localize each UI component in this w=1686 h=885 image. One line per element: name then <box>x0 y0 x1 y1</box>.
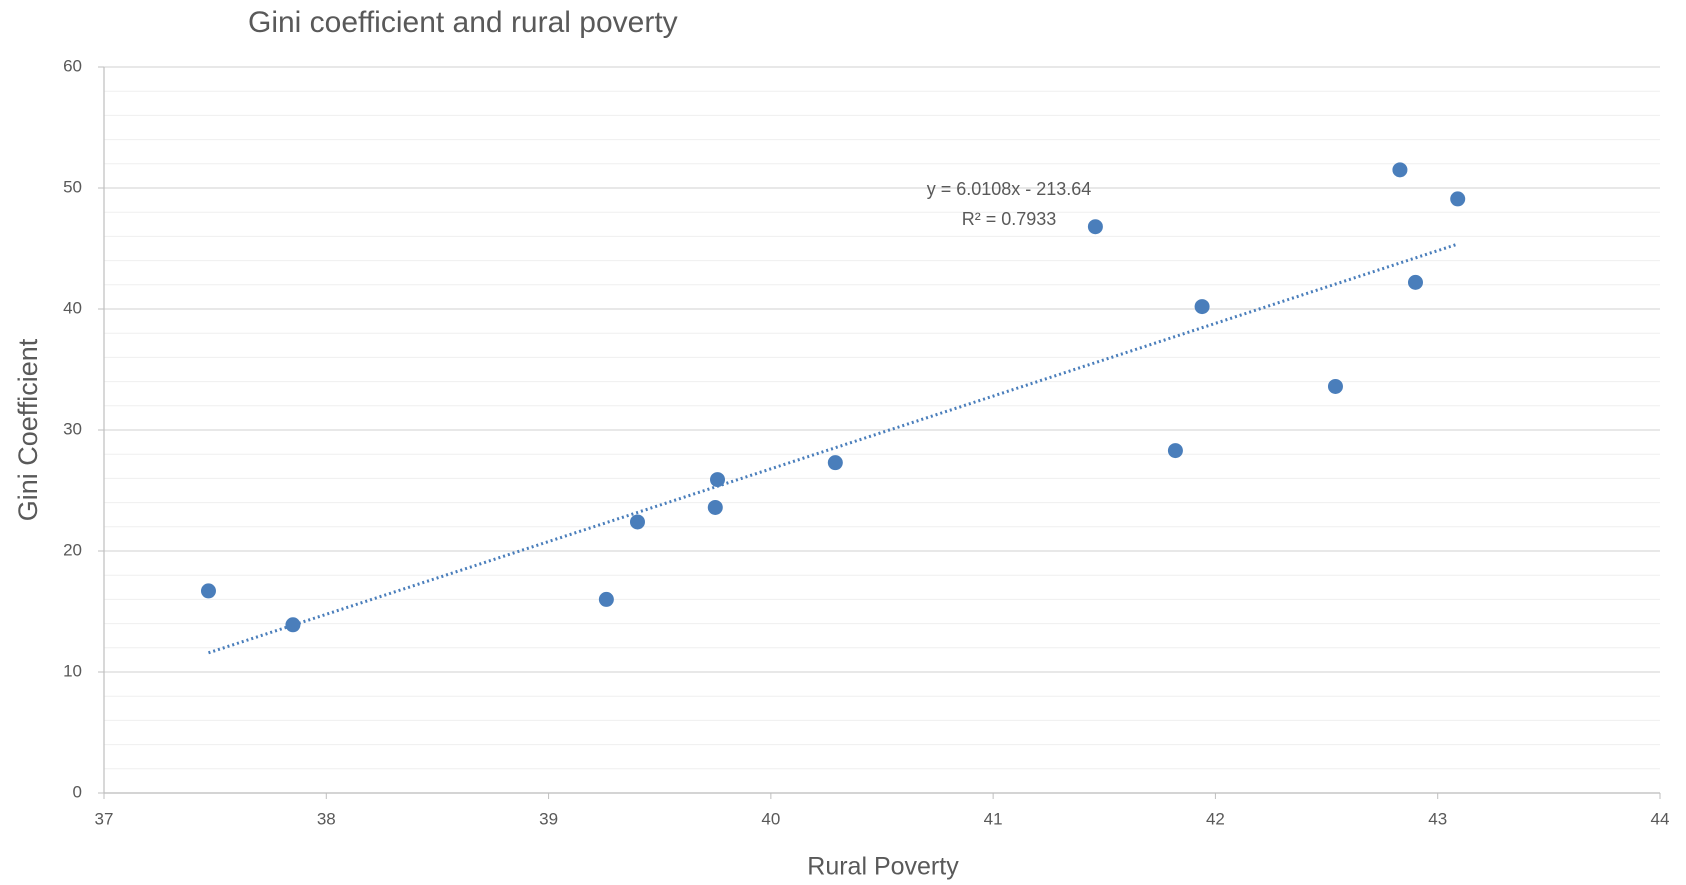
y-tick-label: 40 <box>63 298 82 317</box>
x-tick-label: 38 <box>317 809 336 828</box>
x-tick-label: 42 <box>1206 809 1225 828</box>
y-tick-label: 20 <box>63 540 82 559</box>
point <box>1167 443 1183 459</box>
y-axis-title: Gini Coefficient <box>13 338 43 521</box>
trendline-r2: R² = 0.7933 <box>962 209 1057 229</box>
chart-title: Gini coefficient and rural poverty <box>248 6 678 39</box>
y-tick-label: 10 <box>63 661 82 680</box>
y-tick-label: 30 <box>63 419 82 438</box>
point <box>200 583 216 599</box>
trendline <box>208 242 1459 655</box>
point <box>598 591 614 607</box>
y-tick-label: 0 <box>73 782 82 801</box>
point <box>710 472 726 488</box>
y-tick-label: 60 <box>63 56 82 75</box>
point <box>1087 219 1103 235</box>
point <box>1407 274 1423 290</box>
x-tick-label: 39 <box>539 809 558 828</box>
point <box>1450 191 1466 207</box>
x-tick-label: 41 <box>984 809 1003 828</box>
point <box>707 499 723 515</box>
point <box>285 617 301 633</box>
x-tick-label: 43 <box>1428 809 1447 828</box>
trendline-equation: y = 6.0108x - 213.64 <box>927 179 1092 199</box>
point <box>629 514 645 530</box>
y-tick-label: 50 <box>63 177 82 196</box>
point <box>1194 299 1210 315</box>
point <box>1392 162 1408 178</box>
x-axis-title: Rural Poverty <box>807 853 959 881</box>
point <box>827 455 843 471</box>
point <box>1327 378 1343 394</box>
x-tick-label: 44 <box>1651 809 1670 828</box>
x-tick-label: 40 <box>761 809 780 828</box>
x-tick-label: 37 <box>95 809 114 828</box>
